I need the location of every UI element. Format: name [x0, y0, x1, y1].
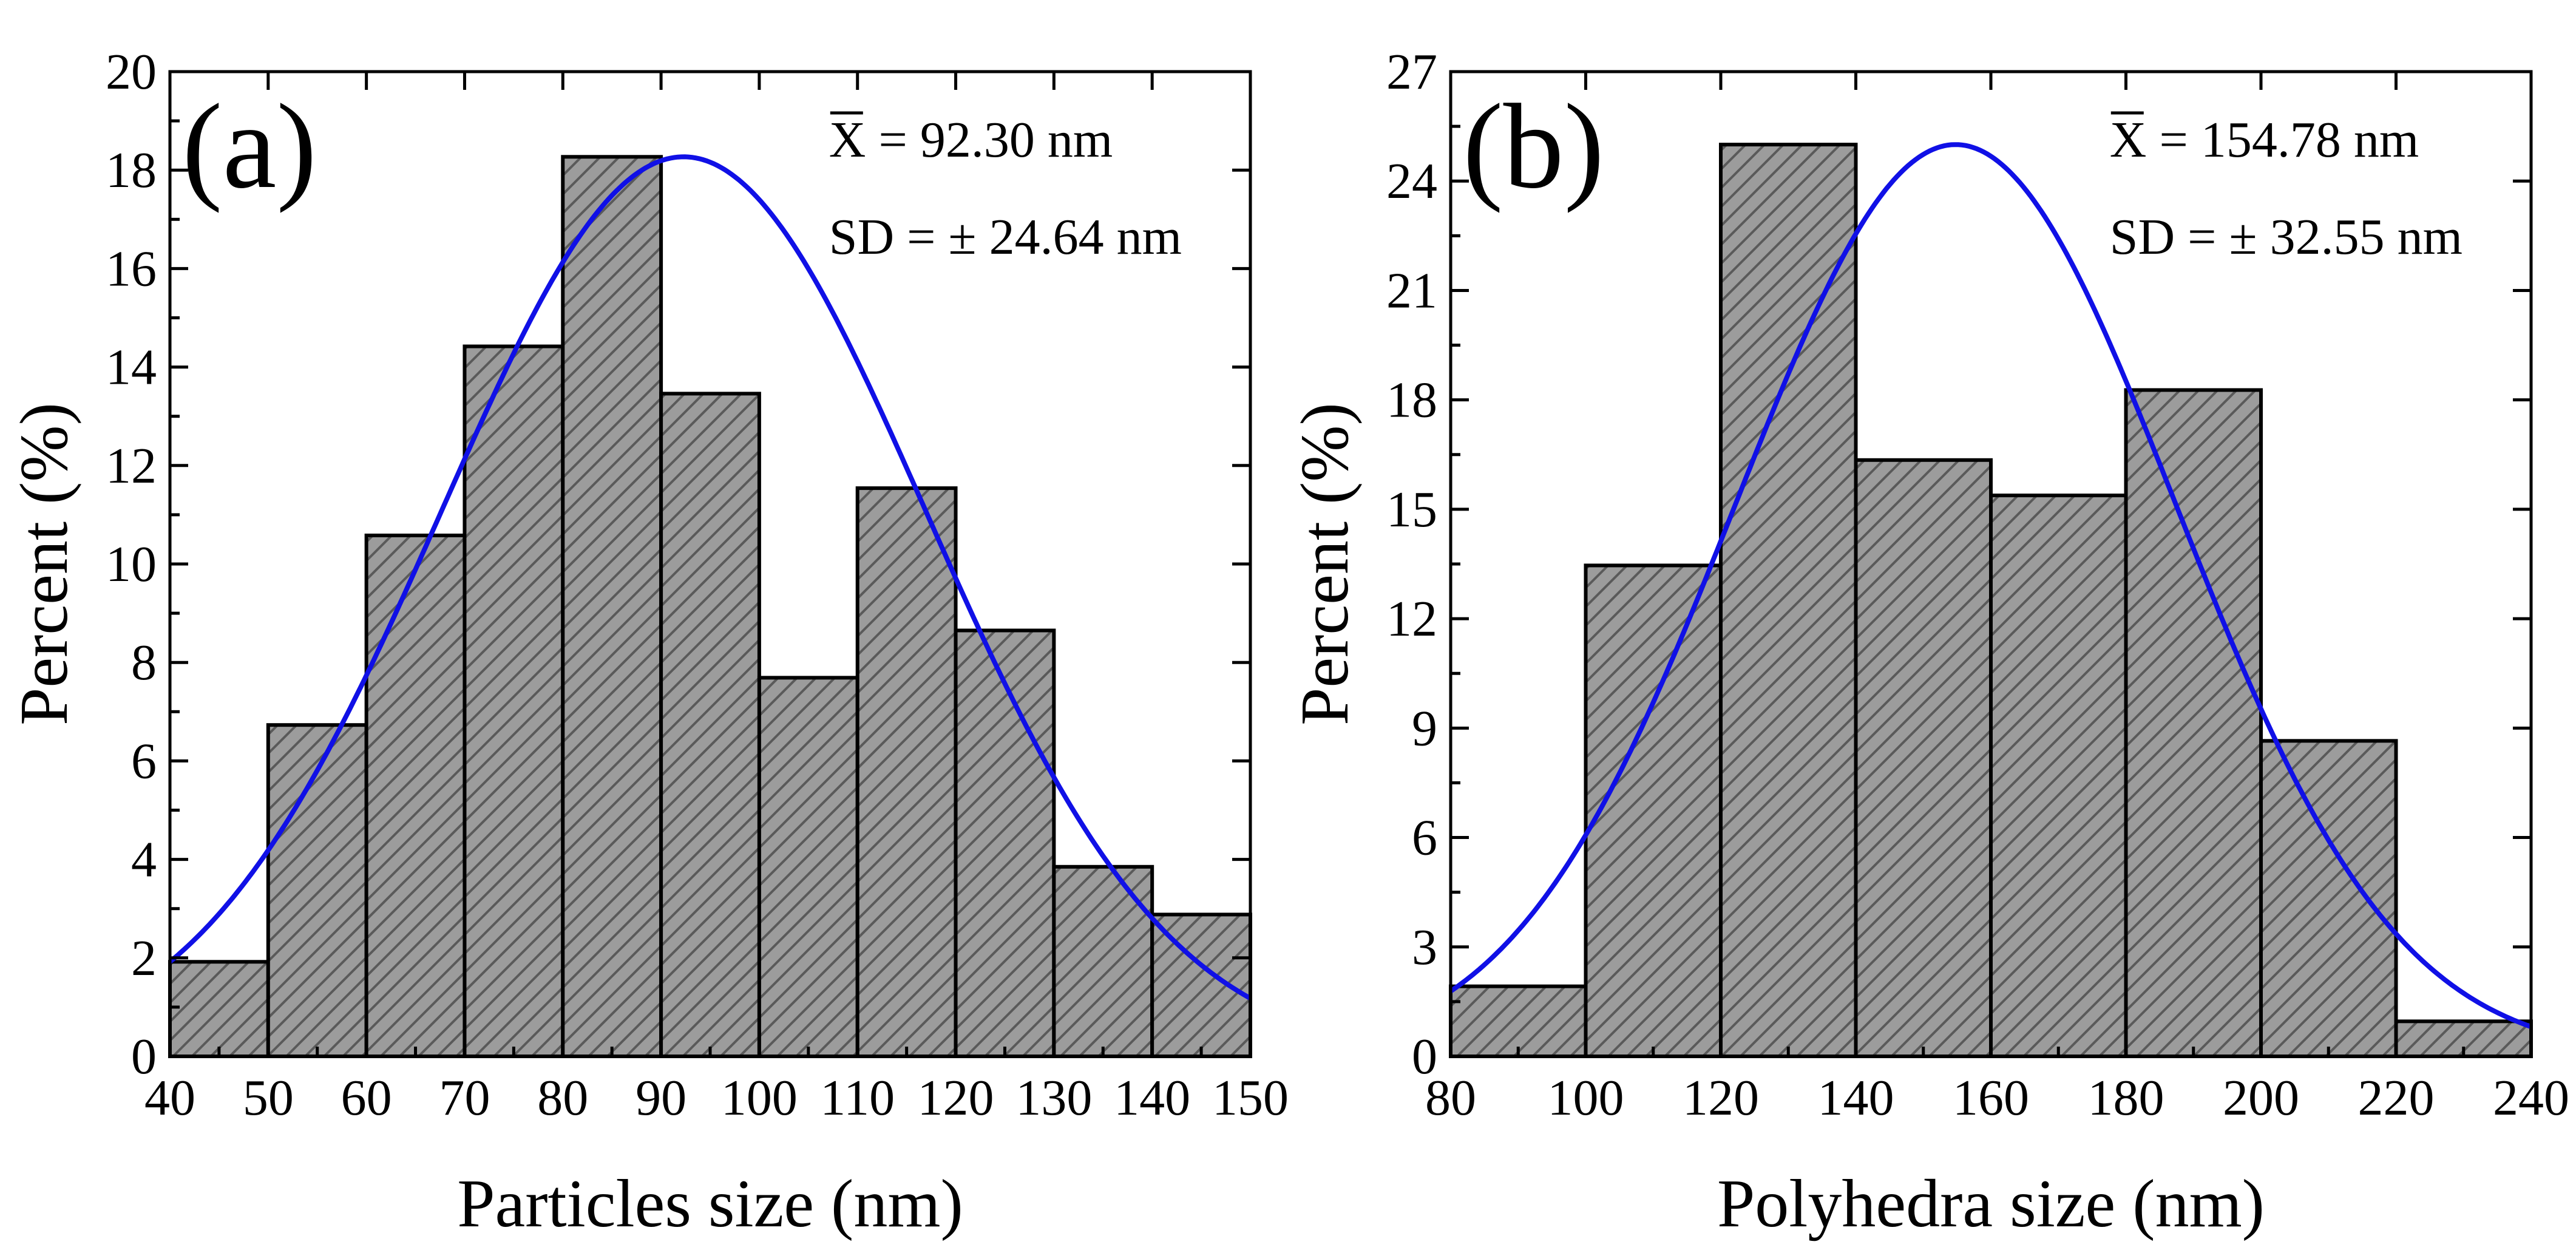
y-tick-label-a-6: 12 — [106, 438, 157, 494]
histogram-bar-b-1 — [1584, 563, 1723, 1058]
y-tick-label-b-1: 3 — [1412, 919, 1437, 976]
y-tick-label-b-5: 15 — [1386, 481, 1437, 538]
histogram-bar-a-2 — [364, 533, 467, 1058]
x-axis-title-a: Particles size (nm) — [457, 1166, 963, 1242]
x-tick-label-b-4: 160 — [1953, 1070, 2029, 1126]
y-tick-label-a-5: 10 — [106, 536, 157, 593]
mean-label-a: X = 92.30 nm — [829, 112, 1113, 168]
histogram-bar-b-3 — [1854, 458, 1993, 1058]
histogram-bar-b-6 — [2259, 739, 2398, 1058]
mean-symbol-a: X — [829, 112, 866, 168]
x-tick-label-a-5: 90 — [636, 1070, 686, 1126]
x-tick-label-b-3: 140 — [1818, 1070, 1894, 1126]
x-tick-label-a-10: 140 — [1114, 1070, 1190, 1126]
gaussian-fit-curve-a — [168, 154, 1252, 1000]
sd-label-a: SD = ± 24.64 nm — [829, 209, 1182, 265]
y-axis-title-a: Percent (%) — [7, 403, 82, 725]
histogram-bar-a-9 — [1052, 864, 1154, 1058]
histogram-bar-a-0 — [168, 960, 270, 1058]
histogram-bar-a-5 — [659, 392, 761, 1058]
x-tick-label-a-4: 80 — [537, 1070, 588, 1126]
x-tick-label-a-3: 70 — [439, 1070, 490, 1126]
x-tick-label-a-8: 120 — [918, 1070, 994, 1126]
sd-label-b: SD = ± 32.55 nm — [2110, 209, 2462, 265]
y-tick-label-b-0: 0 — [1412, 1028, 1437, 1085]
histogram-bars-a — [168, 155, 1252, 1059]
x-tick-label-b-6: 200 — [2223, 1070, 2299, 1126]
x-tick-label-a-1: 50 — [243, 1070, 294, 1126]
histogram-panel-a: 40 50 60 70 80 90 100 110 120 130 140 150 0 2 4 6 8 10 12… — [7, 44, 1289, 1242]
x-tick-label-b-7: 220 — [2358, 1070, 2435, 1126]
mean-value-a: = 92.30 nm — [866, 112, 1113, 168]
histogram-bar-a-1 — [266, 723, 368, 1058]
y-tick-label-b-9: 27 — [1386, 44, 1437, 100]
y-tick-label-b-7: 21 — [1386, 262, 1437, 319]
histogram-bar-a-3 — [463, 344, 565, 1059]
y-tick-label-a-8: 16 — [106, 240, 157, 297]
panel-label-a: (a) — [182, 80, 317, 214]
histogram-bar-b-5 — [2124, 388, 2263, 1058]
mean-label-b: X = 154.78 nm — [2110, 112, 2419, 168]
y-axis-title-b: Percent (%) — [1287, 403, 1363, 725]
y-tick-label-a-7: 14 — [106, 339, 157, 396]
gaussian-fit-curve-b — [1449, 142, 2532, 1029]
y-tick-label-a-3: 6 — [131, 733, 157, 789]
x-tick-label-a-6: 100 — [721, 1070, 798, 1126]
x-tick-label-b-5: 180 — [2088, 1070, 2164, 1126]
y-tick-label-a-2: 4 — [131, 832, 157, 888]
x-tick-label-b-8: 240 — [2493, 1070, 2569, 1126]
x-tick-label-b-0: 80 — [1425, 1070, 1476, 1126]
y-tick-labels-b: 0 3 6 9 12 15 18 21 24 27 — [1386, 44, 1437, 1085]
histogram-bar-b-4 — [1989, 494, 2128, 1058]
histogram-bar-a-8 — [954, 628, 1056, 1058]
x-tick-label-a-11: 150 — [1212, 1070, 1289, 1126]
y-tick-label-b-2: 6 — [1412, 810, 1437, 866]
x-tick-label-a-2: 60 — [341, 1070, 392, 1126]
histogram-bar-a-6 — [757, 676, 859, 1058]
y-tick-label-b-6: 18 — [1386, 372, 1437, 429]
x-tick-labels-a: 40 50 60 70 80 90 100 110 120 130 140 150 — [144, 1070, 1289, 1126]
panel-label-b: (b) — [1463, 80, 1604, 214]
x-tick-label-a-7: 110 — [820, 1070, 895, 1126]
y-tick-label-b-4: 12 — [1386, 591, 1437, 647]
x-tick-label-a-9: 130 — [1015, 1070, 1092, 1126]
y-tick-label-b-3: 9 — [1412, 700, 1437, 756]
y-tick-label-a-0: 0 — [131, 1028, 157, 1085]
y-tick-label-a-4: 8 — [131, 634, 157, 691]
axis-ticks-a — [168, 70, 1252, 1058]
mean-symbol-b: X — [2110, 112, 2147, 168]
histogram-panel-b: 80 100 120 140 160 180 200 220 240 0 3 6 9 12 15 18 21 2… — [1287, 44, 2569, 1242]
histogram-bar-b-0 — [1449, 984, 1588, 1059]
y-tick-label-a-10: 20 — [106, 44, 157, 100]
x-tick-label-b-2: 120 — [1683, 1070, 1759, 1126]
histogram-bars-b — [1449, 143, 2533, 1059]
histogram-bar-b-2 — [1719, 143, 1858, 1058]
mean-value-b: = 154.78 nm — [2146, 112, 2419, 168]
y-tick-label-b-8: 24 — [1386, 153, 1437, 209]
y-tick-label-a-1: 2 — [131, 930, 157, 987]
histogram-bar-a-7 — [855, 486, 958, 1058]
histogram-bar-a-4 — [561, 155, 663, 1059]
x-axis-title-b: Polyhedra size (nm) — [1717, 1166, 2265, 1242]
y-tick-label-a-9: 18 — [106, 142, 157, 199]
x-tick-label-b-1: 100 — [1548, 1070, 1624, 1126]
x-tick-labels-b: 80 100 120 140 160 180 200 220 240 — [1425, 1070, 2569, 1126]
axis-ticks-b — [1449, 70, 2533, 1058]
y-tick-labels-a: 0 2 4 6 8 10 12 14 16 18 20 — [106, 44, 157, 1085]
x-tick-label-a-0: 40 — [144, 1070, 195, 1126]
